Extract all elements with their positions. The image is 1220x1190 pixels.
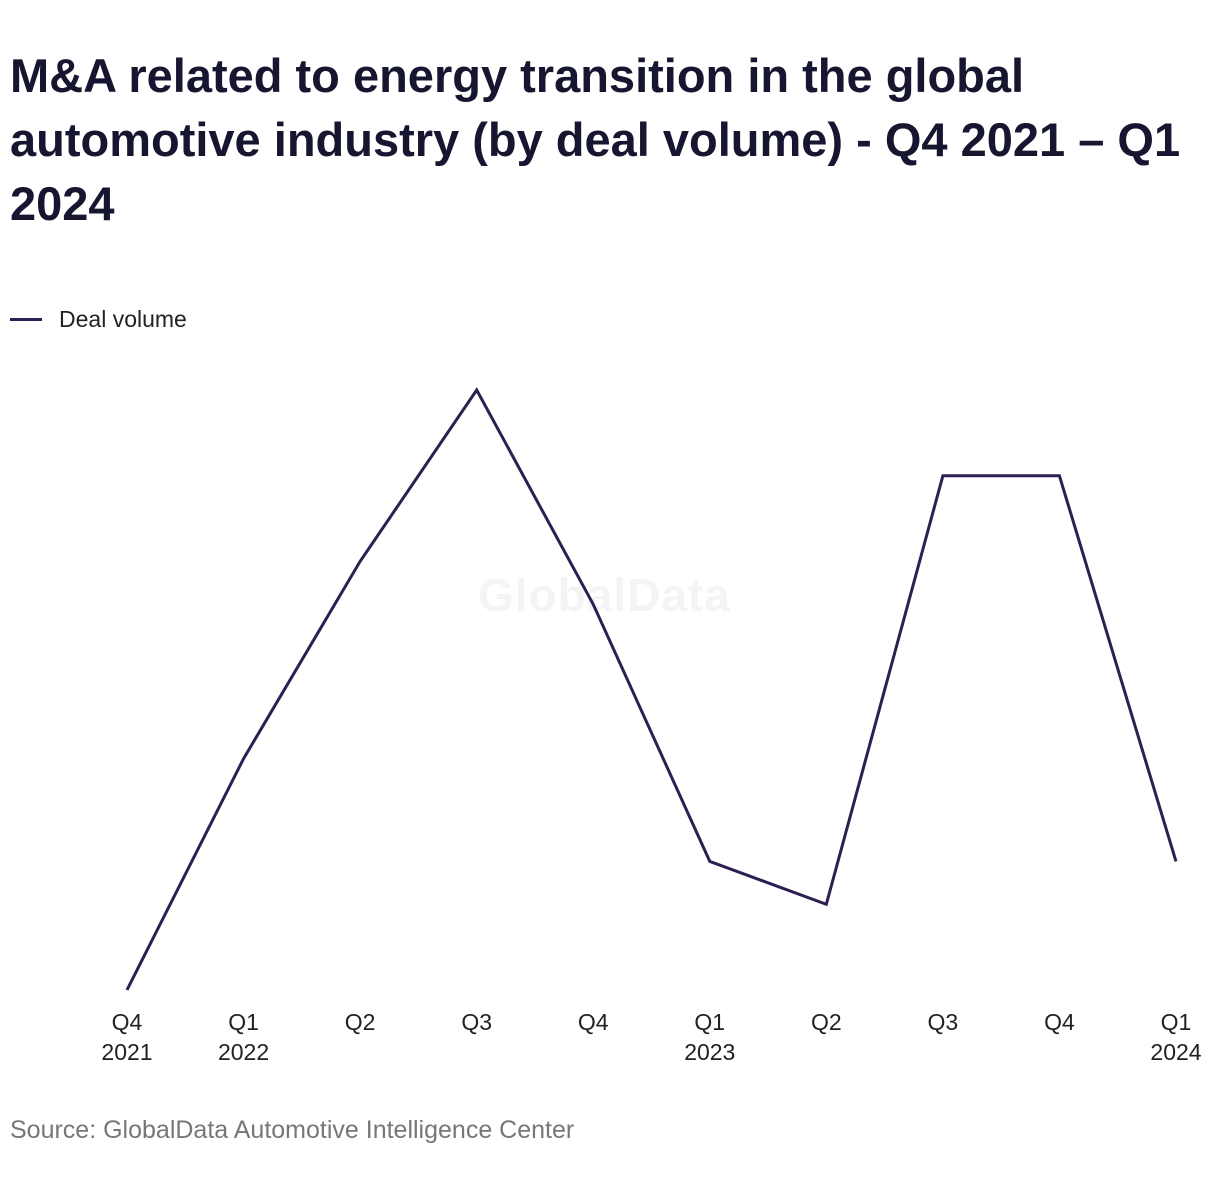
x-tick-label: Q2: [811, 1009, 842, 1035]
x-tick-label: Q1 2022: [218, 1009, 269, 1065]
x-tick-label: Q3: [928, 1009, 959, 1035]
x-tick-label: Q1 2023: [684, 1009, 735, 1065]
legend: Deal volume: [10, 306, 187, 333]
series-line-0: [125, 387, 1178, 991]
legend-swatch: [10, 318, 42, 321]
x-tick-label: Q4 2021: [101, 1009, 152, 1065]
x-axis-ticks: Q4 2021 Q1 2022 Q2 Q3 Q4 Q1 2023 Q2 Q3 Q4 Q1 2024: [101, 1009, 1201, 1065]
x-tick-label: Q4: [1044, 1009, 1075, 1035]
x-tick-label: Q2: [345, 1009, 376, 1035]
x-tick-label: Q4: [578, 1009, 609, 1035]
chart-title: M&A related to energy transition in the …: [10, 49, 1181, 230]
x-tick-label: Q1 2024: [1150, 1009, 1201, 1065]
x-tick-label: Q3: [461, 1009, 492, 1035]
watermark: GlobalData: [478, 569, 731, 621]
series-layer: [125, 387, 1178, 991]
legend-label: Deal volume: [59, 306, 187, 332]
source-note: Source: GlobalData Automotive Intelligen…: [10, 1116, 575, 1144]
